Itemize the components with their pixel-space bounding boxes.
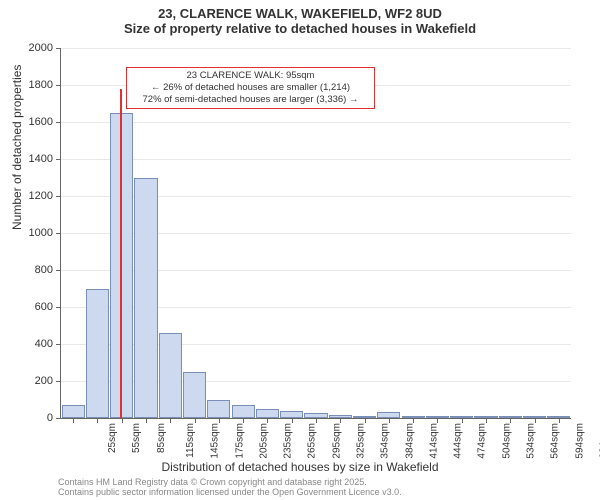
xtick-mark	[510, 418, 511, 423]
chart-area: 020040060080010001200140016001800200025s…	[60, 48, 570, 418]
ytick-label: 1800	[13, 79, 53, 91]
ytick-label: 2000	[13, 42, 53, 54]
histogram-bar	[207, 400, 230, 419]
xtick-mark	[170, 418, 171, 423]
xtick-label: 175sqm	[234, 423, 245, 459]
xtick-mark	[340, 418, 341, 423]
xtick-mark	[195, 418, 196, 423]
ytick-mark	[56, 381, 61, 382]
xtick-mark	[292, 418, 293, 423]
ytick-label: 1600	[13, 116, 53, 128]
histogram-bar	[110, 113, 133, 418]
ytick-label: 600	[13, 301, 53, 313]
xtick-mark	[316, 418, 317, 423]
footer-line2: Contains public sector information licen…	[58, 488, 402, 498]
ytick-label: 0	[13, 412, 53, 424]
xtick-label: 325sqm	[356, 423, 367, 459]
annotation-line1: 23 CLARENCE WALK: 95sqm	[131, 70, 370, 82]
xtick-label: 25sqm	[107, 423, 118, 453]
xtick-label: 564sqm	[550, 423, 561, 459]
histogram-bar	[183, 372, 206, 418]
xtick-mark	[219, 418, 220, 423]
gridline	[61, 48, 571, 49]
xtick-mark	[437, 418, 438, 423]
ytick-label: 400	[13, 338, 53, 350]
xtick-mark	[73, 418, 74, 423]
xtick-mark	[97, 418, 98, 423]
ytick-label: 1200	[13, 190, 53, 202]
xtick-label: 205sqm	[258, 423, 269, 459]
xtick-label: 384sqm	[404, 423, 415, 459]
histogram-bar	[159, 333, 182, 418]
gridline	[61, 159, 571, 160]
annotation-box: 23 CLARENCE WALK: 95sqm← 26% of detached…	[126, 67, 375, 109]
xtick-label: 444sqm	[453, 423, 464, 459]
ytick-mark	[56, 344, 61, 345]
xtick-mark	[535, 418, 536, 423]
page-title-line1: 23, CLARENCE WALK, WAKEFIELD, WF2 8UD	[0, 6, 600, 21]
xtick-label: 115sqm	[185, 423, 196, 458]
xtick-mark	[122, 418, 123, 423]
histogram-bar	[86, 289, 109, 419]
ytick-mark	[56, 233, 61, 234]
ytick-mark	[56, 270, 61, 271]
xtick-mark	[365, 418, 366, 423]
property-marker-line	[120, 89, 122, 418]
ytick-label: 200	[13, 375, 53, 387]
xtick-mark	[486, 418, 487, 423]
xtick-label: 354sqm	[380, 423, 391, 459]
ytick-label: 1400	[13, 153, 53, 165]
ytick-mark	[56, 159, 61, 160]
histogram-bar	[134, 178, 157, 419]
xtick-mark	[267, 418, 268, 423]
xtick-mark	[243, 418, 244, 423]
xtick-label: 594sqm	[574, 423, 585, 459]
xtick-mark	[146, 418, 147, 423]
xtick-mark	[389, 418, 390, 423]
xtick-label: 235sqm	[283, 423, 294, 459]
plot-region: 020040060080010001200140016001800200025s…	[60, 48, 571, 419]
xtick-label: 85sqm	[156, 423, 167, 453]
annotation-line3: 72% of semi-detached houses are larger (…	[131, 94, 370, 106]
ytick-mark	[56, 196, 61, 197]
xtick-label: 55sqm	[131, 423, 142, 453]
ytick-mark	[56, 48, 61, 49]
xtick-label: 295sqm	[331, 423, 342, 459]
xtick-mark	[462, 418, 463, 423]
xtick-label: 474sqm	[477, 423, 488, 459]
xtick-label: 414sqm	[428, 423, 439, 459]
page-title-line2: Size of property relative to detached ho…	[0, 21, 600, 36]
annotation-line2: ← 26% of detached houses are smaller (1,…	[131, 82, 370, 94]
ytick-mark	[56, 122, 61, 123]
histogram-bar	[62, 405, 85, 418]
gridline	[61, 122, 571, 123]
x-axis-label: Distribution of detached houses by size …	[0, 460, 600, 474]
xtick-label: 265sqm	[307, 423, 318, 459]
ytick-mark	[56, 307, 61, 308]
ytick-label: 800	[13, 264, 53, 276]
ytick-mark	[56, 418, 61, 419]
footer-attribution: Contains HM Land Registry data © Crown c…	[58, 478, 402, 498]
ytick-mark	[56, 85, 61, 86]
xtick-label: 534sqm	[526, 423, 537, 459]
xtick-label: 504sqm	[501, 423, 512, 459]
histogram-bar	[232, 405, 255, 418]
xtick-mark	[413, 418, 414, 423]
xtick-label: 145sqm	[210, 423, 221, 459]
xtick-mark	[559, 418, 560, 423]
ytick-label: 1000	[13, 227, 53, 239]
histogram-bar	[256, 409, 279, 418]
histogram-bar	[280, 411, 303, 418]
